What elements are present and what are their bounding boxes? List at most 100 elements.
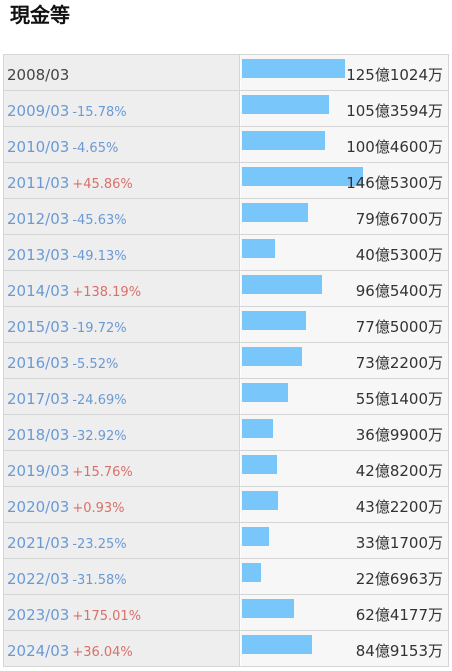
cash-value: 79億6700万 (355, 210, 443, 228)
period-cell: 2014/03 +138.19% (4, 271, 240, 306)
cash-value: 62億4177万 (355, 606, 443, 624)
yoy-change: +175.01% (72, 609, 142, 624)
fiscal-year[interactable]: 2013/03 (7, 246, 70, 264)
yoy-change: +0.93% (72, 501, 125, 516)
fiscal-year[interactable]: 2024/03 (7, 642, 70, 660)
fiscal-year[interactable]: 2018/03 (7, 426, 70, 444)
yoy-change: -24.69% (72, 393, 127, 408)
cash-value: 42億8200万 (355, 462, 443, 480)
value-bar (242, 347, 302, 366)
table-row: 2014/03 +138.19% 96億5400万 (4, 271, 448, 307)
yoy-change: +15.76% (72, 465, 133, 480)
value-cell: 42億8200万 (241, 451, 448, 486)
table-row: 2021/03 -23.25% 33億1700万 (4, 523, 448, 559)
cash-value: 125億1024万 (346, 66, 443, 84)
fiscal-year[interactable]: 2022/03 (7, 570, 70, 588)
value-cell: 77億5000万 (241, 307, 448, 342)
value-bar (242, 383, 288, 402)
yoy-change: -49.13% (72, 249, 127, 264)
value-cell: 100億4600万 (241, 127, 448, 162)
section-title: 現金等 (10, 3, 70, 27)
cash-value: 55億1400万 (355, 390, 443, 408)
yoy-change: -23.25% (72, 537, 127, 552)
cash-history-table: 2008/03 125億1024万 2009/03 -15.78% 105億3594万 2… (3, 54, 449, 667)
value-cell: 79億6700万 (241, 199, 448, 234)
table-row: 2023/03 +175.01% 62億4177万 (4, 595, 448, 631)
yoy-change: +138.19% (72, 285, 142, 300)
value-bar (242, 527, 269, 546)
period-cell: 2018/03 -32.92% (4, 415, 240, 450)
value-bar (242, 599, 294, 618)
yoy-change: -5.52% (72, 357, 119, 372)
period-cell: 2024/03 +36.04% (4, 631, 240, 666)
value-cell: 62億4177万 (241, 595, 448, 630)
yoy-change: +45.86% (72, 177, 133, 192)
table-row: 2019/03 +15.76% 42億8200万 (4, 451, 448, 487)
yoy-change: +36.04% (72, 645, 133, 660)
yoy-change: -32.92% (72, 429, 127, 444)
table-row: 2013/03 -49.13% 40億5300万 (4, 235, 448, 271)
value-cell: 84億9153万 (241, 631, 448, 666)
table-row: 2008/03 125億1024万 (4, 55, 448, 91)
table-row: 2011/03 +45.86% 146億5300万 (4, 163, 448, 199)
value-bar (242, 275, 322, 294)
cash-value: 36億9900万 (355, 426, 443, 444)
value-cell: 96億5400万 (241, 271, 448, 306)
cash-value: 40億5300万 (355, 246, 443, 264)
table-row: 2020/03 +0.93% 43億2200万 (4, 487, 448, 523)
value-cell: 55億1400万 (241, 379, 448, 414)
fiscal-year[interactable]: 2021/03 (7, 534, 70, 552)
period-cell: 2017/03 -24.69% (4, 379, 240, 414)
cash-value: 100億4600万 (346, 138, 443, 156)
value-bar (242, 239, 275, 258)
cash-value: 146億5300万 (346, 174, 443, 192)
yoy-change: -19.72% (72, 321, 127, 336)
fiscal-year[interactable]: 2017/03 (7, 390, 70, 408)
value-cell: 36億9900万 (241, 415, 448, 450)
period-cell: 2010/03 -4.65% (4, 127, 240, 162)
period-cell: 2009/03 -15.78% (4, 91, 240, 126)
cash-value: 105億3594万 (346, 102, 443, 120)
value-cell: 105億3594万 (241, 91, 448, 126)
fiscal-year[interactable]: 2009/03 (7, 102, 70, 120)
period-cell: 2016/03 -5.52% (4, 343, 240, 378)
value-bar (242, 455, 277, 474)
fiscal-year[interactable]: 2015/03 (7, 318, 70, 336)
period-cell: 2019/03 +15.76% (4, 451, 240, 486)
fiscal-year[interactable]: 2012/03 (7, 210, 70, 228)
value-cell: 22億6963万 (241, 559, 448, 594)
table-row: 2018/03 -32.92% 36億9900万 (4, 415, 448, 451)
fiscal-year[interactable]: 2010/03 (7, 138, 70, 156)
period-cell: 2013/03 -49.13% (4, 235, 240, 270)
table-row: 2016/03 -5.52% 73億2200万 (4, 343, 448, 379)
fiscal-year[interactable]: 2019/03 (7, 462, 70, 480)
table-row: 2015/03 -19.72% 77億5000万 (4, 307, 448, 343)
fiscal-year[interactable]: 2016/03 (7, 354, 70, 372)
value-bar (242, 131, 325, 150)
yoy-change: -15.78% (72, 105, 127, 120)
value-bar (242, 203, 308, 222)
table-row: 2010/03 -4.65% 100億4600万 (4, 127, 448, 163)
fiscal-year[interactable]: 2020/03 (7, 498, 70, 516)
fiscal-year[interactable]: 2011/03 (7, 174, 70, 192)
value-cell: 125億1024万 (241, 55, 448, 90)
fiscal-year[interactable]: 2014/03 (7, 282, 70, 300)
fiscal-year: 2008/03 (7, 66, 70, 84)
value-bar (242, 635, 312, 654)
value-bar (242, 95, 329, 114)
cash-value: 73億2200万 (355, 354, 443, 372)
value-bar (242, 167, 363, 186)
table-row: 2012/03 -45.63% 79億6700万 (4, 199, 448, 235)
value-cell: 73億2200万 (241, 343, 448, 378)
period-cell: 2015/03 -19.72% (4, 307, 240, 342)
cash-value: 96億5400万 (355, 282, 443, 300)
yoy-change: -4.65% (72, 141, 119, 156)
cash-value: 22億6963万 (355, 570, 443, 588)
fiscal-year[interactable]: 2023/03 (7, 606, 70, 624)
value-cell: 43億2200万 (241, 487, 448, 522)
cash-value: 43億2200万 (355, 498, 443, 516)
table-row: 2017/03 -24.69% 55億1400万 (4, 379, 448, 415)
cash-value: 77億5000万 (355, 318, 443, 336)
cash-value: 33億1700万 (355, 534, 443, 552)
value-bar (242, 419, 273, 438)
